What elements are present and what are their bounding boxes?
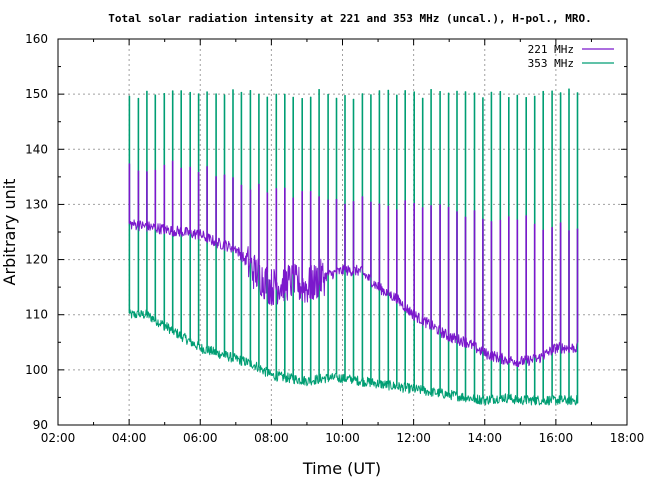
series-trace xyxy=(128,160,579,368)
x-tick-label: 12:00 xyxy=(396,431,431,445)
y-tick-label: 100 xyxy=(25,363,48,377)
x-axis-label: Time (UT) xyxy=(302,459,381,478)
series-trace xyxy=(128,88,579,406)
x-tick-label: 06:00 xyxy=(183,431,218,445)
y-tick-label: 90 xyxy=(33,418,48,432)
y-tick-label: 120 xyxy=(25,253,48,267)
x-tick-label: 14:00 xyxy=(467,431,502,445)
y-axis-label: Arbitrary unit xyxy=(0,179,19,286)
grid xyxy=(58,39,627,425)
x-tick-label: 18:00 xyxy=(610,431,645,445)
chart-title: Total solar radiation intensity at 221 a… xyxy=(108,12,591,25)
legend-label: 353 MHz xyxy=(528,57,574,70)
y-tick-label: 150 xyxy=(25,87,48,101)
x-tick-label: 04:00 xyxy=(112,431,147,445)
plot-frame xyxy=(57,38,628,426)
series-221-mhz xyxy=(128,160,579,368)
series-353-mhz xyxy=(128,88,579,406)
y-tick-label: 160 xyxy=(25,32,48,46)
y-tick-label: 130 xyxy=(25,197,48,211)
x-tick-label: 02:00 xyxy=(41,431,76,445)
x-tick-label: 16:00 xyxy=(539,431,574,445)
series-layer xyxy=(128,88,579,406)
legend-label: 221 MHz xyxy=(528,43,574,56)
y-tick-label: 110 xyxy=(25,308,48,322)
x-tick-label: 08:00 xyxy=(254,431,289,445)
y-tick-label: 140 xyxy=(25,142,48,156)
ticks: 02:00 04:00 06:00 08:00 10:00 12:00 14:00 16:00… xyxy=(25,32,644,445)
x-tick-label: 10:00 xyxy=(325,431,360,445)
